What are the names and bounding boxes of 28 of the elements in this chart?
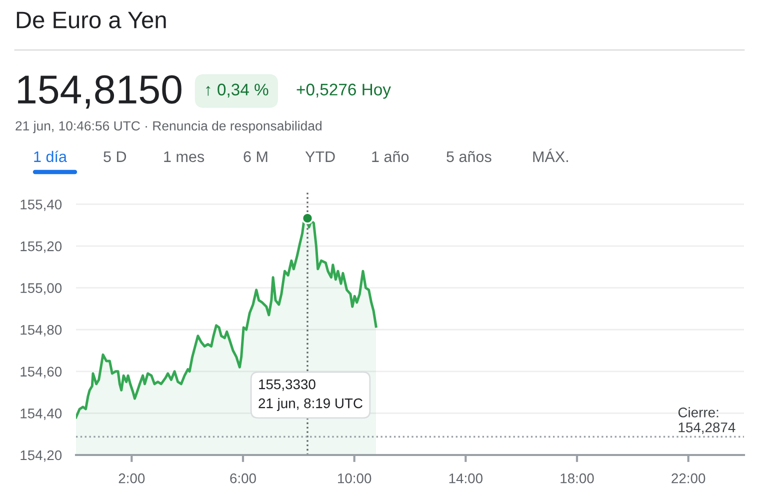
text: 1 año <box>372 150 409 162</box>
annotation: 155,3330 21 jun, 8:19 UTC <box>258 379 362 411</box>
text: 1 día <box>34 150 67 162</box>
x-tick-label: 10:00 <box>338 473 372 484</box>
x-tick-label: 2:00 <box>118 473 145 484</box>
text: 5 D <box>104 151 126 162</box>
x-tick-label: 6:00 <box>230 473 256 484</box>
y-tick-label: 154,20 <box>20 450 62 462</box>
ref-line-label: Cierre: 154,2874 <box>678 407 736 434</box>
text: MÁX. <box>533 148 568 162</box>
text: +0,5276 Hoy <box>296 84 391 99</box>
chart-title: De Euro a Yen <box>16 12 166 28</box>
y-tick-label: 155,40 <box>20 200 62 212</box>
x-tick-label: 18:00 <box>560 473 594 484</box>
text: YTD <box>305 151 335 162</box>
text: ↑ 0,34 % <box>206 84 268 98</box>
y-tick-label: 155,20 <box>20 241 62 253</box>
text: 154,8150 <box>18 75 182 109</box>
text: 1 mes <box>164 151 204 162</box>
text: 5 años <box>446 150 492 162</box>
x-tick-label: 14:00 <box>449 473 483 484</box>
y-tick-label: 154,60 <box>20 366 62 378</box>
y-tick-label: 154,40 <box>20 408 62 420</box>
y-tick-label: 154,80 <box>20 324 62 336</box>
x-tick-label: 22:00 <box>672 473 706 484</box>
text: 21 jun, 10:46:56 UTC · Renuncia de responsabilidad <box>16 120 322 134</box>
y-tick-label: 155,00 <box>20 283 62 295</box>
text: 6 M <box>244 151 268 162</box>
